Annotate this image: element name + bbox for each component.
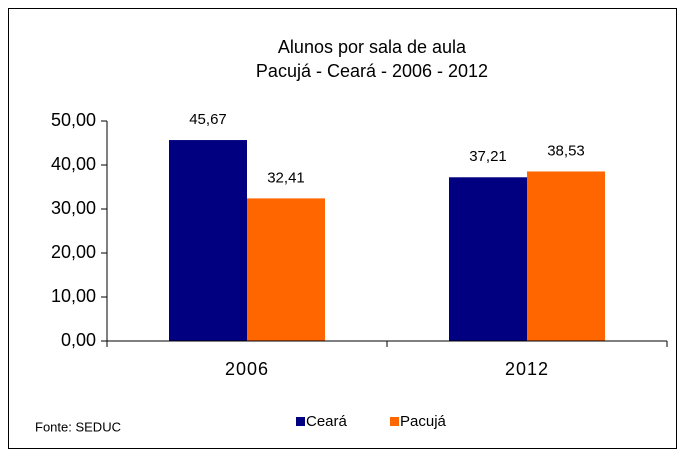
source-note: Fonte: SEDUC (35, 419, 121, 434)
y-tick-label: 10,00 (51, 286, 96, 306)
value-label: 38,53 (547, 142, 585, 159)
legend-label: Ceará (306, 413, 348, 430)
value-label: 37,21 (469, 148, 507, 165)
bar (247, 198, 325, 341)
chart-subtitle: Pacujá - Ceará - 2006 - 2012 (256, 61, 488, 81)
y-tick-label: 0,00 (61, 330, 96, 350)
value-label: 45,67 (189, 111, 227, 128)
bar (169, 140, 247, 341)
bar (527, 171, 605, 341)
x-tick-label: 2006 (225, 359, 269, 379)
y-tick-label: 20,00 (51, 242, 96, 262)
y-tick-label: 30,00 (51, 198, 96, 218)
y-tick-label: 40,00 (51, 154, 96, 174)
legend-label: Pacujá (400, 413, 447, 430)
value-label: 32,41 (267, 169, 305, 186)
legend-swatch (390, 417, 399, 426)
chart-title: Alunos por sala de aula (278, 37, 467, 57)
legend-swatch (296, 417, 305, 426)
x-tick-label: 2012 (505, 359, 549, 379)
y-tick-label: 50,00 (51, 110, 96, 130)
bar (449, 177, 527, 341)
